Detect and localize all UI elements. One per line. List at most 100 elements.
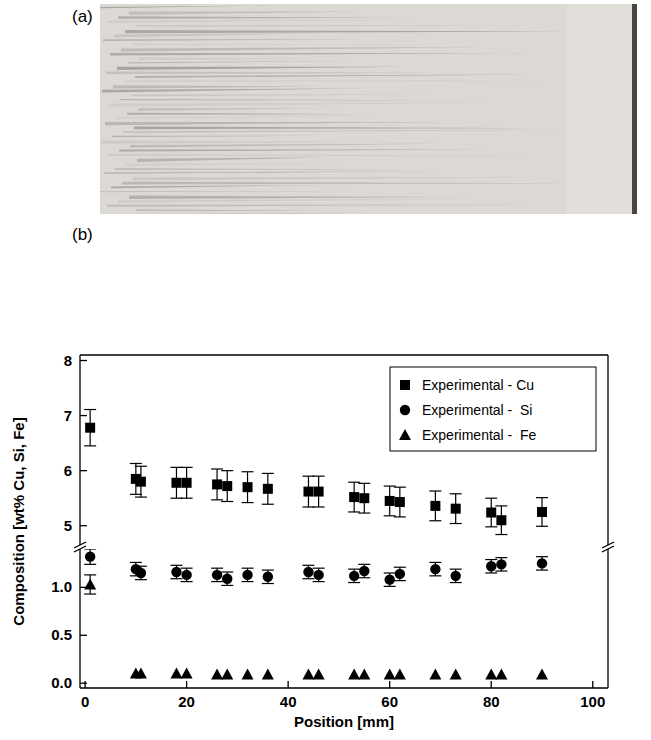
error-bar <box>135 566 147 579</box>
error-bar <box>84 575 96 594</box>
error-cap <box>302 565 314 566</box>
data-point <box>348 669 360 680</box>
error-bar <box>348 569 360 582</box>
data-point <box>385 496 395 506</box>
grain-streak <box>129 196 452 199</box>
data-point <box>135 668 147 679</box>
data-point <box>495 669 507 680</box>
error-bar <box>384 573 396 586</box>
x-tick-label: 40 <box>280 693 297 710</box>
error-cap <box>485 559 497 560</box>
grain-streak <box>101 140 368 143</box>
data-point <box>537 558 547 568</box>
grain-streak <box>136 25 528 26</box>
grain-streak <box>100 191 370 192</box>
x-tick <box>592 681 593 688</box>
error-cap <box>495 570 507 571</box>
error-cap <box>181 568 193 569</box>
error-cap <box>450 523 462 524</box>
data-point <box>384 574 394 584</box>
grain-streak <box>102 88 366 92</box>
error-bar <box>211 469 223 500</box>
plot-frame <box>74 355 614 688</box>
error-cap <box>221 571 233 572</box>
legend-marker <box>399 429 411 440</box>
legend-box <box>390 367 596 451</box>
error-cap <box>130 494 142 495</box>
error-cap <box>384 572 396 573</box>
y-tick <box>80 415 87 416</box>
y-tick <box>80 360 87 361</box>
legend-label: Experimental - Si <box>422 402 532 418</box>
y-tick-label: 0.5 <box>51 626 72 643</box>
data-point <box>430 564 440 574</box>
error-bar <box>358 564 370 577</box>
error-bar <box>135 466 147 497</box>
grain-streaks <box>100 4 637 214</box>
error-cap <box>313 568 325 569</box>
grain-streak <box>123 130 574 133</box>
data-point <box>450 669 462 680</box>
error-bar <box>394 567 406 580</box>
error-cap <box>358 577 370 578</box>
error-cap <box>495 534 507 535</box>
error-cap <box>135 466 147 467</box>
grain-streak <box>128 61 364 64</box>
grain-streak <box>132 44 446 46</box>
error-bar <box>429 491 441 521</box>
error-bar <box>495 558 507 571</box>
grain-streak <box>138 108 324 111</box>
error-bar <box>302 565 314 578</box>
error-cap <box>242 568 254 569</box>
y-tick <box>80 470 87 471</box>
error-bar <box>313 476 325 507</box>
error-cap <box>302 578 314 579</box>
error-cap <box>348 482 360 483</box>
error-cap <box>211 499 223 500</box>
error-cap <box>242 502 254 503</box>
data-point <box>303 487 313 497</box>
error-cap <box>384 586 396 587</box>
error-bar <box>242 472 254 503</box>
error-cap <box>84 409 96 410</box>
data-point <box>136 568 146 578</box>
error-cap <box>450 493 462 494</box>
data-point <box>395 497 405 507</box>
error-cap <box>348 511 360 512</box>
data-point <box>536 669 548 680</box>
error-bar <box>84 549 96 564</box>
error-cap <box>242 581 254 582</box>
error-cap <box>211 568 223 569</box>
data-point <box>303 567 313 577</box>
error-cap <box>262 504 274 505</box>
error-cap <box>536 556 548 557</box>
grain-streak <box>100 6 280 9</box>
data-point <box>263 484 273 494</box>
grain-streak <box>109 102 532 107</box>
grain-streak <box>137 157 326 162</box>
y-tick-label: 6 <box>64 462 72 479</box>
y-axis-title: Composition [wt% Cu, Si, Fe] <box>10 417 27 625</box>
data-point <box>263 572 273 582</box>
y-axis-upper <box>79 355 80 545</box>
error-bar <box>170 565 182 578</box>
error-cap <box>384 515 396 516</box>
error-cap <box>262 473 274 474</box>
x-tick-label: 60 <box>381 693 398 710</box>
error-bar <box>429 562 441 575</box>
error-cap <box>135 579 147 580</box>
data-point <box>314 487 324 497</box>
error-cap <box>450 569 462 570</box>
data-point <box>313 570 323 580</box>
data-point <box>171 478 181 488</box>
data-point <box>136 477 146 487</box>
frame-right-upper <box>607 355 608 545</box>
data-point <box>496 515 506 525</box>
grain-streak <box>113 85 324 88</box>
grain-streak <box>107 205 536 207</box>
data-point <box>395 569 405 579</box>
data-point <box>212 570 222 580</box>
grain-streak <box>106 71 448 74</box>
error-cap <box>313 506 325 507</box>
x-tick <box>186 681 187 688</box>
